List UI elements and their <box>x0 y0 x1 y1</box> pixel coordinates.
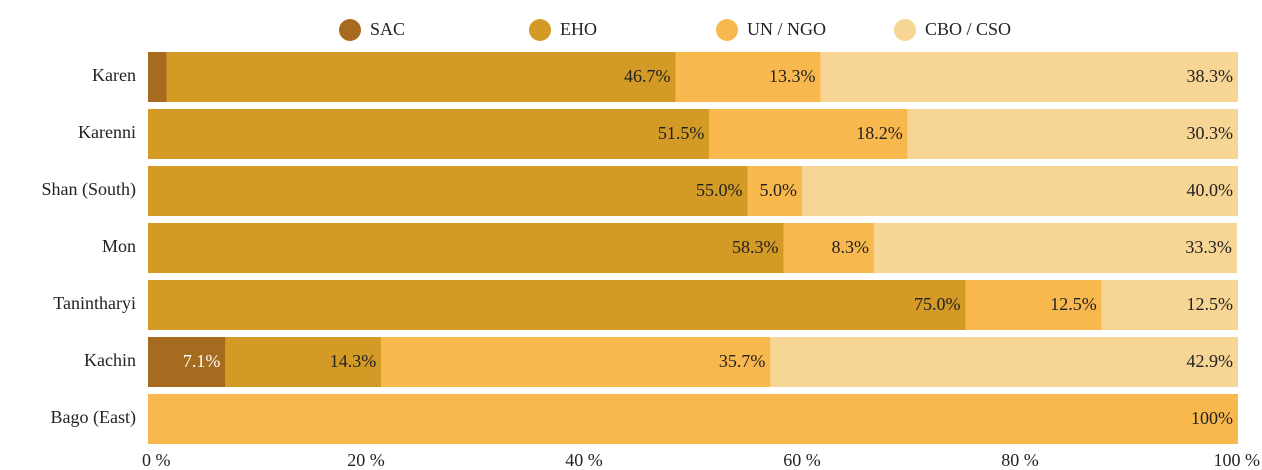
bar-segment <box>381 337 771 387</box>
x-tick-label: 60 % <box>783 450 821 470</box>
legend-label: EHO <box>560 19 597 39</box>
value-label: 58.3% <box>732 237 779 257</box>
value-label: 46.7% <box>624 66 671 86</box>
value-label: 13.3% <box>769 66 816 86</box>
value-label: 100% <box>1191 408 1233 428</box>
bar-segment <box>225 337 382 387</box>
bar-segment <box>148 223 784 273</box>
value-label: 51.5% <box>658 123 705 143</box>
x-tick-label: 100 % <box>1214 450 1261 470</box>
bar-segment <box>820 52 1238 102</box>
value-label: 40.0% <box>1187 180 1234 200</box>
bar-segment <box>148 337 226 387</box>
category-label: Shan (South) <box>42 179 137 200</box>
legend-label: CBO / CSO <box>925 19 1011 39</box>
bar-segment <box>965 280 1102 330</box>
legend-label: UN / NGO <box>747 19 826 39</box>
legend-swatch <box>339 19 361 41</box>
value-label: 30.3% <box>1187 123 1234 143</box>
value-label: 75.0% <box>914 294 961 314</box>
value-label: 14.3% <box>330 351 377 371</box>
value-label: 42.9% <box>1187 351 1234 371</box>
bar-segment <box>166 52 676 102</box>
bar-segment <box>148 52 167 102</box>
bar-segment <box>783 223 874 273</box>
legend-label: SAC <box>370 19 405 39</box>
bar-segment <box>675 52 821 102</box>
value-label: 55.0% <box>696 180 743 200</box>
value-label: 8.3% <box>831 237 869 257</box>
value-label: 12.5% <box>1187 294 1234 314</box>
value-label: 12.5% <box>1050 294 1097 314</box>
bar-segment <box>148 109 710 159</box>
bar-segment <box>802 166 1238 216</box>
value-label: 18.2% <box>856 123 903 143</box>
bar-segment <box>148 166 748 216</box>
x-tick-label: 20 % <box>347 450 385 470</box>
category-label: Bago (East) <box>51 407 136 428</box>
value-label: 7.1% <box>183 351 221 371</box>
legend-swatch <box>716 19 738 41</box>
value-label: 35.7% <box>719 351 766 371</box>
category-label: Karenni <box>78 122 136 142</box>
bar-segment <box>148 394 1238 444</box>
bar-segment <box>709 109 908 159</box>
value-label: 5.0% <box>760 180 798 200</box>
bar-segment <box>148 280 966 330</box>
bar-segment <box>770 337 1238 387</box>
bar-segment <box>907 109 1238 159</box>
category-label: Karen <box>92 65 136 85</box>
value-label: 33.3% <box>1185 237 1232 257</box>
x-tick-label: 0 % <box>142 450 171 470</box>
category-label: Tanintharyi <box>53 293 136 313</box>
x-tick-label: 80 % <box>1001 450 1039 470</box>
category-label: Kachin <box>84 350 136 370</box>
legend-swatch <box>529 19 551 41</box>
x-tick-label: 40 % <box>565 450 603 470</box>
bar-segment <box>873 223 1237 273</box>
category-label: Mon <box>102 236 136 256</box>
legend-swatch <box>894 19 916 41</box>
value-label: 38.3% <box>1187 66 1234 86</box>
bar-segment <box>1101 280 1238 330</box>
bar-segment <box>747 166 802 216</box>
